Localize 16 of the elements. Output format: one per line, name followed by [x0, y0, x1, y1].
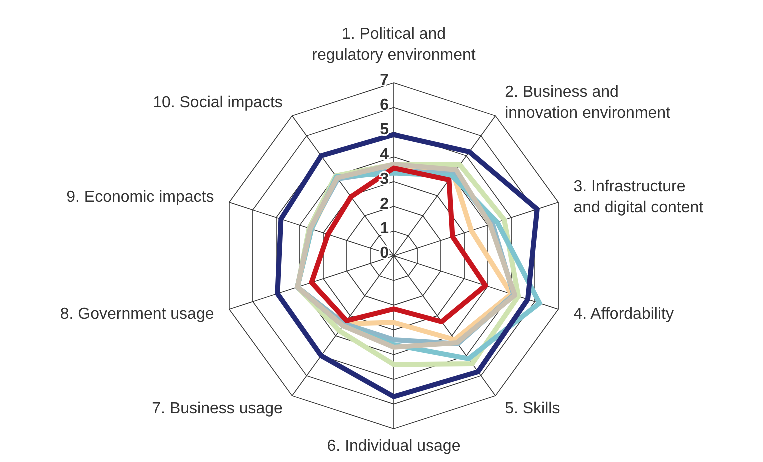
spoke-label: 9. Economic impacts	[66, 189, 214, 206]
y-tick-label: 4	[380, 146, 390, 164]
spoke-label: 8. Government usage	[60, 306, 214, 323]
spoke-label: 4. Affordability	[574, 306, 674, 323]
y-tick-label: 2	[380, 196, 390, 213]
spoke-label: 1. Political and regulatory environment	[312, 26, 476, 64]
spoke-label: 3. Infrastructure and digital content	[574, 178, 704, 217]
y-tick-label: 5	[380, 122, 390, 139]
spoke-label: 7. Business usage	[152, 400, 284, 418]
spoke-label: 5. Skills	[505, 400, 560, 418]
y-tick-label: 7	[380, 72, 390, 90]
spoke-label: 6. Individual usage	[327, 438, 461, 455]
spoke-label: 2. Business and innovation environment	[505, 84, 672, 122]
spoke-label: 10. Social impacts	[153, 94, 283, 112]
y-tick-label: 6	[380, 96, 390, 114]
y-tick-label: 1	[380, 220, 390, 238]
